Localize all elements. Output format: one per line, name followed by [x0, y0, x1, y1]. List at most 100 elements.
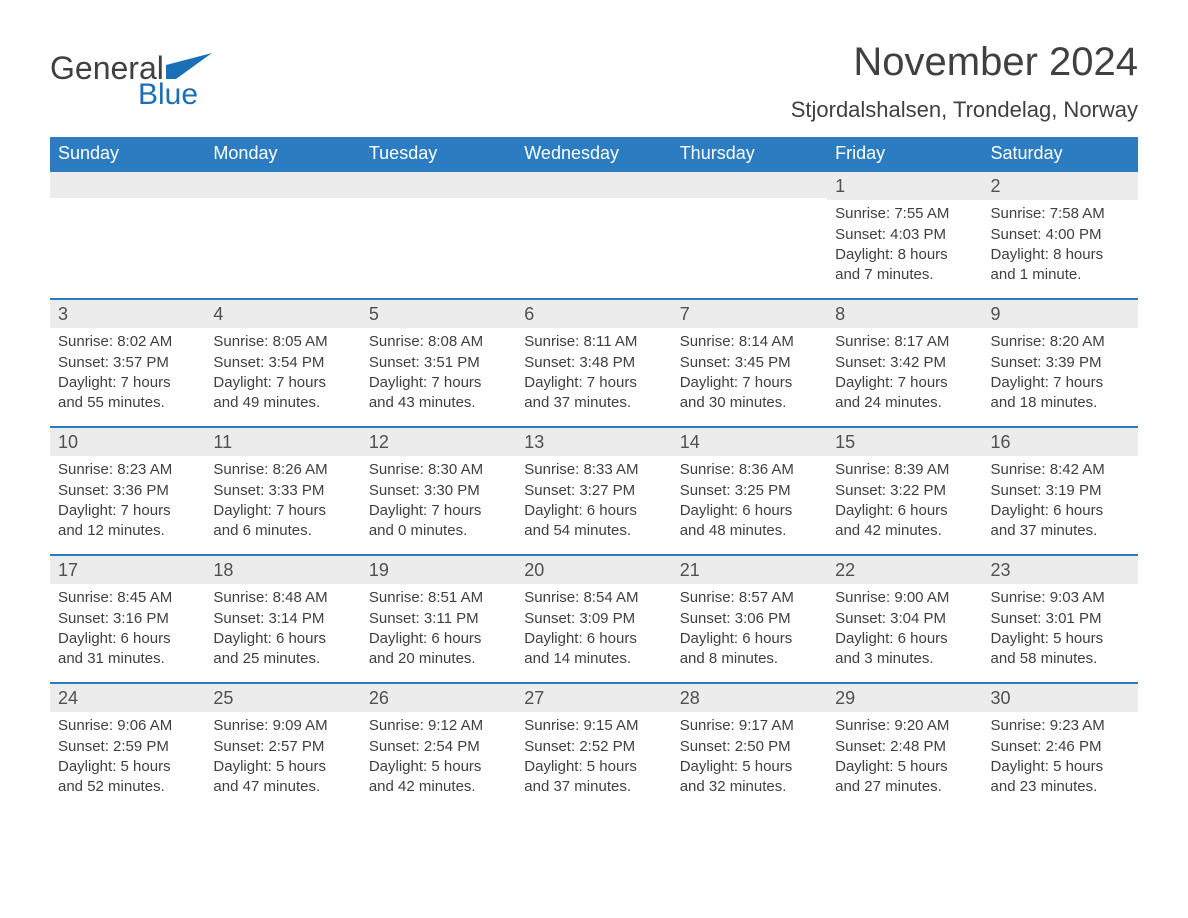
- day-cell: 18Sunrise: 8:48 AMSunset: 3:14 PMDayligh…: [205, 555, 360, 683]
- sunset-line: Sunset: 3:36 PM: [58, 481, 197, 501]
- sunset-value: 3:30 PM: [424, 482, 480, 499]
- daylight-line: Daylight: 5 hours and 47 minutes.: [213, 757, 352, 798]
- day-number: 20: [516, 556, 671, 584]
- daynum-empty: [50, 172, 205, 198]
- daynum-empty: [516, 172, 671, 198]
- daylight-label: Daylight:: [680, 374, 738, 391]
- day-cell: 19Sunrise: 8:51 AMSunset: 3:11 PMDayligh…: [361, 555, 516, 683]
- daylight-line: Daylight: 7 hours and 30 minutes.: [680, 373, 819, 414]
- sunset-line: Sunset: 3:45 PM: [680, 353, 819, 373]
- sunrise-value: 8:36 AM: [739, 461, 794, 478]
- daylight-label: Daylight:: [213, 630, 271, 647]
- sunset-label: Sunset:: [58, 482, 109, 499]
- daynum-empty: [205, 172, 360, 198]
- sunset-label: Sunset:: [835, 226, 886, 243]
- day-cell: 9Sunrise: 8:20 AMSunset: 3:39 PMDaylight…: [983, 299, 1138, 427]
- daylight-label: Daylight:: [991, 630, 1049, 647]
- sunrise-line: Sunrise: 8:23 AM: [58, 460, 197, 480]
- sunset-label: Sunset:: [369, 354, 420, 371]
- sunrise-line: Sunrise: 8:36 AM: [680, 460, 819, 480]
- sunrise-value: 8:26 AM: [273, 461, 328, 478]
- daylight-label: Daylight:: [991, 246, 1049, 263]
- column-header: Saturday: [983, 137, 1138, 171]
- day-body: Sunrise: 9:00 AMSunset: 3:04 PMDaylight:…: [827, 584, 982, 677]
- day-number: 15: [827, 428, 982, 456]
- sunrise-value: 8:11 AM: [583, 333, 637, 350]
- sunrise-label: Sunrise:: [369, 461, 424, 478]
- sunset-value: 3:19 PM: [1046, 482, 1102, 499]
- sunrise-label: Sunrise:: [213, 589, 268, 606]
- sunset-value: 4:03 PM: [890, 226, 946, 243]
- sunrise-value: 9:00 AM: [894, 589, 949, 606]
- sunset-label: Sunset:: [369, 738, 420, 755]
- day-body: Sunrise: 7:55 AMSunset: 4:03 PMDaylight:…: [827, 200, 982, 293]
- empty-cell: [205, 171, 360, 299]
- day-cell: 10 Sunrise: 8:23 AMSunset: 3:36 PMDayligh…: [50, 427, 205, 555]
- logo: General Blue: [50, 40, 212, 110]
- day-number: 8: [827, 300, 982, 328]
- sunrise-label: Sunrise:: [524, 589, 579, 606]
- sunset-line: Sunset: 3:57 PM: [58, 353, 197, 373]
- sunset-line: Sunset: 3:33 PM: [213, 481, 352, 501]
- daylight-label: Daylight:: [991, 758, 1049, 775]
- day-cell: 2Sunrise: 7:58 AMSunset: 4:00 PMDaylight…: [983, 171, 1138, 299]
- day-cell: 25Sunrise: 9:09 AMSunset: 2:57 PMDayligh…: [205, 683, 360, 811]
- sunrise-line: Sunrise: 8:48 AM: [213, 588, 352, 608]
- day-cell: 3Sunrise: 8:02 AMSunset: 3:57 PMDaylight…: [50, 299, 205, 427]
- day-number: 24: [50, 684, 205, 712]
- day-cell: 4Sunrise: 8:05 AMSunset: 3:54 PMDaylight…: [205, 299, 360, 427]
- sunset-line: Sunset: 2:54 PM: [369, 737, 508, 757]
- sunset-line: Sunset: 2:46 PM: [991, 737, 1130, 757]
- calendar-row: 1Sunrise: 7:55 AMSunset: 4:03 PMDaylight…: [50, 171, 1138, 299]
- daylight-label: Daylight:: [58, 502, 116, 519]
- daylight-line: Daylight: 7 hours and 49 minutes.: [213, 373, 352, 414]
- day-body: Sunrise: 8:08 AMSunset: 3:51 PMDaylight:…: [361, 328, 516, 421]
- day-body: Sunrise: 8:36 AMSunset: 3:25 PMDaylight:…: [672, 456, 827, 549]
- day-number: 3: [50, 300, 205, 328]
- sunrise-line: Sunrise: 9:03 AM: [991, 588, 1130, 608]
- day-body: Sunrise: 8:26 AMSunset: 3:33 PMDaylight:…: [205, 456, 360, 549]
- day-body: Sunrise: 8:39 AMSunset: 3:22 PMDaylight:…: [827, 456, 982, 549]
- sunrise-value: 8:20 AM: [1050, 333, 1105, 350]
- daylight-label: Daylight:: [991, 502, 1049, 519]
- sunrise-value: 9:20 AM: [894, 717, 949, 734]
- day-number: 10: [50, 428, 205, 456]
- sunset-label: Sunset:: [680, 482, 731, 499]
- sunset-label: Sunset:: [213, 738, 264, 755]
- day-body: Sunrise: 9:03 AMSunset: 3:01 PMDaylight:…: [983, 584, 1138, 677]
- sunrise-value: 7:58 AM: [1050, 205, 1105, 222]
- sunrise-value: 7:55 AM: [894, 205, 949, 222]
- daylight-line: Daylight: 6 hours and 25 minutes.: [213, 629, 352, 670]
- day-body: Sunrise: 8:48 AMSunset: 3:14 PMDaylight:…: [205, 584, 360, 677]
- sunrise-value: 9:23 AM: [1050, 717, 1105, 734]
- sunrise-value: 8:08 AM: [428, 333, 483, 350]
- sunset-label: Sunset:: [213, 610, 264, 627]
- daylight-label: Daylight:: [835, 758, 893, 775]
- day-cell: 15Sunrise: 8:39 AMSunset: 3:22 PMDayligh…: [827, 427, 982, 555]
- daylight-line: Daylight: 7 hours and 24 minutes.: [835, 373, 974, 414]
- sunset-line: Sunset: 2:57 PM: [213, 737, 352, 757]
- sunset-label: Sunset:: [369, 610, 420, 627]
- sunrise-label: Sunrise:: [58, 589, 113, 606]
- sunrise-label: Sunrise:: [369, 717, 424, 734]
- sunrise-label: Sunrise:: [524, 333, 579, 350]
- daylight-label: Daylight:: [369, 374, 427, 391]
- calendar-row: 10Sunrise: 8:23 AMSunset: 3:36 PMDayligh…: [50, 427, 1138, 555]
- sunrise-line: Sunrise: 8:08 AM: [369, 332, 508, 352]
- daylight-line: Daylight: 7 hours and 0 minutes.: [369, 501, 508, 542]
- day-cell: 29Sunrise: 9:20 AMSunset: 2:48 PMDayligh…: [827, 683, 982, 811]
- daylight-line: Daylight: 7 hours and 12 minutes.: [58, 501, 197, 542]
- sunset-value: 3:42 PM: [890, 354, 946, 371]
- day-body: Sunrise: 8:42 AMSunset: 3:19 PMDaylight:…: [983, 456, 1138, 549]
- daylight-label: Daylight:: [58, 758, 116, 775]
- day-body: Sunrise: 8:11 AMSunset: 3:48 PMDaylight:…: [516, 328, 671, 421]
- daylight-label: Daylight:: [680, 630, 738, 647]
- day-number: 7: [672, 300, 827, 328]
- day-number: 17: [50, 556, 205, 584]
- sunset-label: Sunset:: [213, 354, 264, 371]
- sunrise-line: Sunrise: 8:17 AM: [835, 332, 974, 352]
- daylight-line: Daylight: 5 hours and 58 minutes.: [991, 629, 1130, 670]
- sunset-line: Sunset: 3:25 PM: [680, 481, 819, 501]
- daylight-label: Daylight:: [524, 758, 582, 775]
- sunset-label: Sunset:: [58, 738, 109, 755]
